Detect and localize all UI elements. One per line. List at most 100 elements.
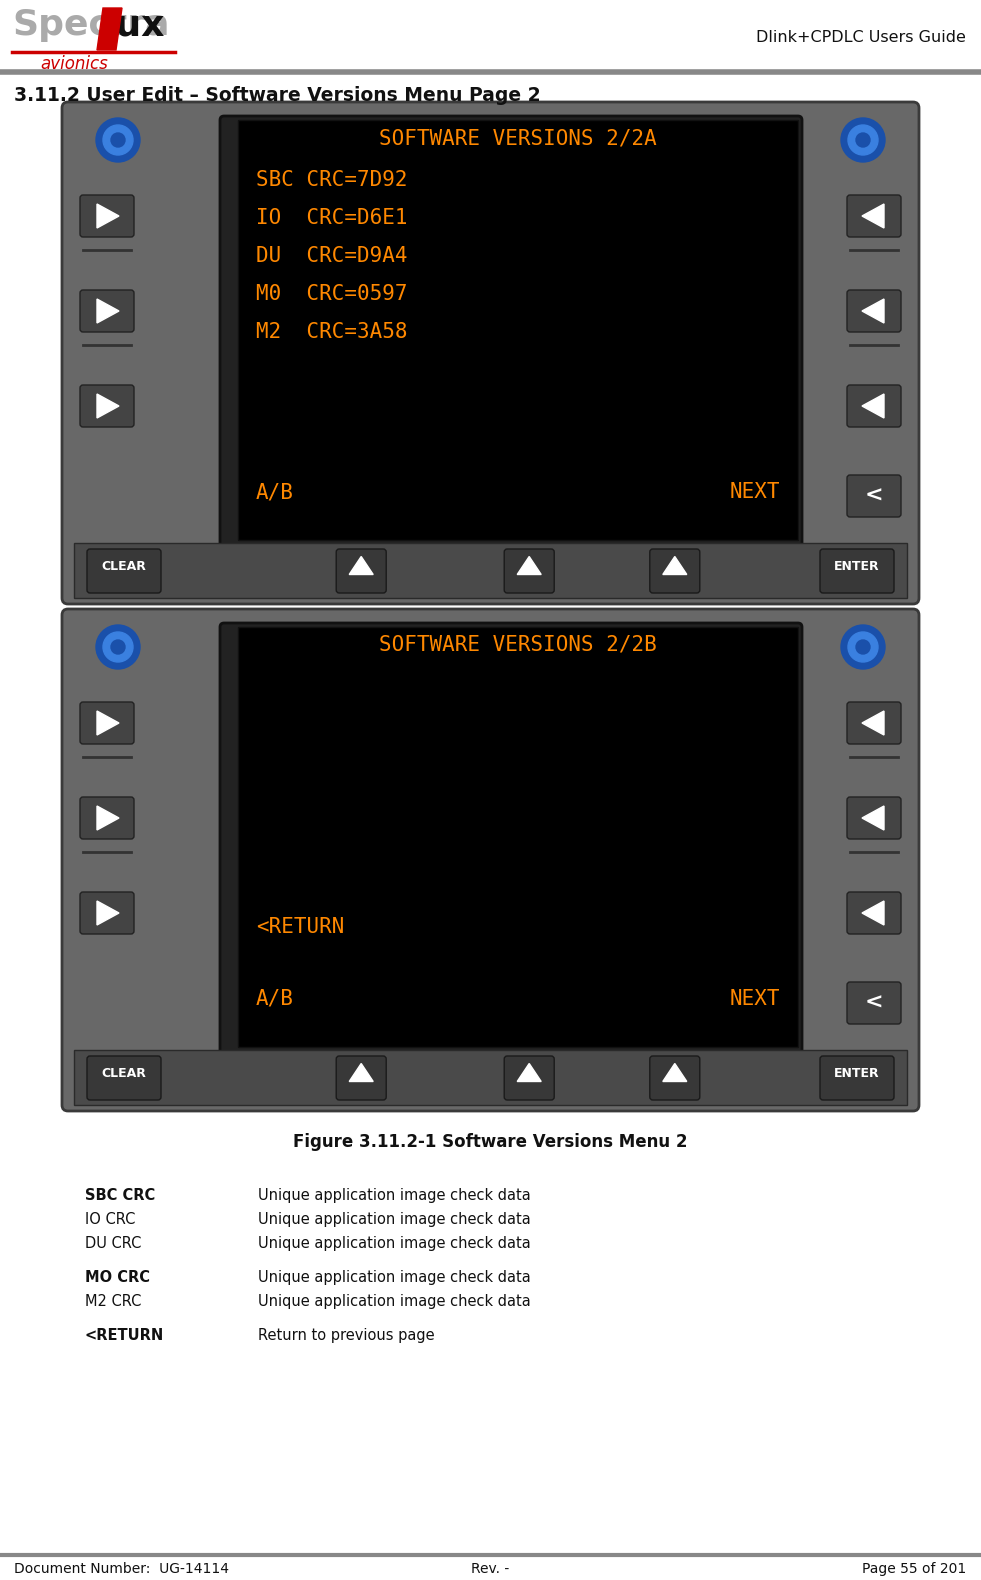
- Polygon shape: [862, 711, 884, 735]
- Text: Spectra: Spectra: [12, 8, 170, 43]
- Polygon shape: [97, 901, 119, 924]
- Text: M0  CRC=0597: M0 CRC=0597: [256, 284, 407, 303]
- Circle shape: [848, 125, 878, 155]
- FancyBboxPatch shape: [820, 1055, 894, 1100]
- Text: <: <: [864, 487, 883, 506]
- Polygon shape: [97, 8, 122, 51]
- Text: Unique application image check data: Unique application image check data: [258, 1236, 531, 1251]
- Polygon shape: [517, 1063, 542, 1081]
- FancyBboxPatch shape: [80, 893, 134, 934]
- Circle shape: [96, 626, 140, 668]
- Text: Return to previous page: Return to previous page: [258, 1329, 435, 1343]
- Text: SOFTWARE VERSIONS 2/2B: SOFTWARE VERSIONS 2/2B: [379, 635, 657, 656]
- FancyBboxPatch shape: [87, 1055, 161, 1100]
- Circle shape: [841, 626, 885, 668]
- Circle shape: [96, 118, 140, 163]
- Text: M2 CRC: M2 CRC: [85, 1294, 141, 1308]
- FancyBboxPatch shape: [336, 1055, 387, 1100]
- FancyBboxPatch shape: [847, 893, 901, 934]
- Polygon shape: [97, 806, 119, 830]
- Polygon shape: [97, 711, 119, 735]
- FancyBboxPatch shape: [847, 386, 901, 427]
- Text: CLEAR: CLEAR: [102, 1066, 146, 1081]
- Circle shape: [111, 133, 125, 147]
- Text: <RETURN: <RETURN: [256, 916, 344, 937]
- FancyBboxPatch shape: [80, 386, 134, 427]
- Text: MO CRC: MO CRC: [85, 1270, 150, 1285]
- Text: SOFTWARE VERSIONS 2/2A: SOFTWARE VERSIONS 2/2A: [379, 128, 657, 149]
- Polygon shape: [663, 556, 687, 575]
- FancyBboxPatch shape: [80, 194, 134, 237]
- Text: Unique application image check data: Unique application image check data: [258, 1270, 531, 1285]
- Bar: [74, 1051, 907, 1104]
- Text: A/B: A/B: [256, 482, 294, 502]
- Text: Rev. -: Rev. -: [471, 1563, 509, 1575]
- FancyBboxPatch shape: [336, 548, 387, 592]
- Text: Unique application image check data: Unique application image check data: [258, 1188, 531, 1202]
- Text: ENTER: ENTER: [834, 559, 880, 574]
- Text: M2  CRC=3A58: M2 CRC=3A58: [256, 322, 407, 341]
- Text: SBC CRC: SBC CRC: [85, 1188, 155, 1202]
- FancyBboxPatch shape: [80, 291, 134, 332]
- Polygon shape: [517, 556, 542, 575]
- Polygon shape: [97, 393, 119, 419]
- FancyBboxPatch shape: [649, 548, 699, 592]
- Text: ENTER: ENTER: [834, 1066, 880, 1081]
- Text: NEXT: NEXT: [730, 482, 780, 502]
- FancyBboxPatch shape: [80, 702, 134, 744]
- FancyBboxPatch shape: [649, 1055, 699, 1100]
- Circle shape: [841, 118, 885, 163]
- Polygon shape: [862, 901, 884, 924]
- FancyBboxPatch shape: [847, 796, 901, 839]
- FancyBboxPatch shape: [62, 103, 919, 604]
- Text: IO  CRC=D6E1: IO CRC=D6E1: [256, 209, 407, 228]
- Text: DU  CRC=D9A4: DU CRC=D9A4: [256, 246, 407, 265]
- Text: A/B: A/B: [256, 989, 294, 1010]
- FancyBboxPatch shape: [220, 115, 802, 548]
- Text: DU CRC: DU CRC: [85, 1236, 141, 1251]
- Circle shape: [111, 640, 125, 654]
- Text: Figure 3.11.2-1 Software Versions Menu 2: Figure 3.11.2-1 Software Versions Menu 2: [293, 1133, 688, 1150]
- Circle shape: [856, 133, 870, 147]
- Polygon shape: [663, 1063, 687, 1081]
- FancyBboxPatch shape: [847, 194, 901, 237]
- Circle shape: [856, 640, 870, 654]
- Text: Dlink+CPDLC Users Guide: Dlink+CPDLC Users Guide: [756, 30, 966, 44]
- Polygon shape: [862, 806, 884, 830]
- Circle shape: [103, 632, 133, 662]
- Polygon shape: [97, 299, 119, 322]
- Text: <: <: [864, 992, 883, 1013]
- Text: <RETURN: <RETURN: [85, 1329, 164, 1343]
- Polygon shape: [349, 1063, 373, 1081]
- Polygon shape: [862, 204, 884, 228]
- FancyBboxPatch shape: [847, 702, 901, 744]
- FancyBboxPatch shape: [220, 623, 802, 1055]
- Text: Unique application image check data: Unique application image check data: [258, 1212, 531, 1228]
- Text: IO CRC: IO CRC: [85, 1212, 135, 1228]
- Polygon shape: [97, 204, 119, 228]
- FancyBboxPatch shape: [80, 796, 134, 839]
- Circle shape: [103, 125, 133, 155]
- Polygon shape: [349, 556, 373, 575]
- FancyBboxPatch shape: [847, 291, 901, 332]
- FancyBboxPatch shape: [504, 1055, 554, 1100]
- Polygon shape: [862, 393, 884, 419]
- Text: lux: lux: [103, 8, 165, 43]
- Text: avionics: avionics: [40, 55, 108, 73]
- Polygon shape: [862, 299, 884, 322]
- Bar: [74, 544, 907, 597]
- FancyBboxPatch shape: [820, 548, 894, 592]
- FancyBboxPatch shape: [504, 548, 554, 592]
- Circle shape: [848, 632, 878, 662]
- Text: SBC CRC=7D92: SBC CRC=7D92: [256, 171, 407, 190]
- FancyBboxPatch shape: [62, 608, 919, 1111]
- FancyBboxPatch shape: [847, 983, 901, 1024]
- Text: Page 55 of 201: Page 55 of 201: [861, 1563, 966, 1575]
- Bar: [238, 627, 798, 1048]
- Bar: [238, 120, 798, 540]
- FancyBboxPatch shape: [87, 548, 161, 592]
- Text: Unique application image check data: Unique application image check data: [258, 1294, 531, 1308]
- FancyBboxPatch shape: [847, 476, 901, 517]
- Text: CLEAR: CLEAR: [102, 559, 146, 574]
- Text: 3.11.2 User Edit – Software Versions Menu Page 2: 3.11.2 User Edit – Software Versions Men…: [14, 85, 541, 104]
